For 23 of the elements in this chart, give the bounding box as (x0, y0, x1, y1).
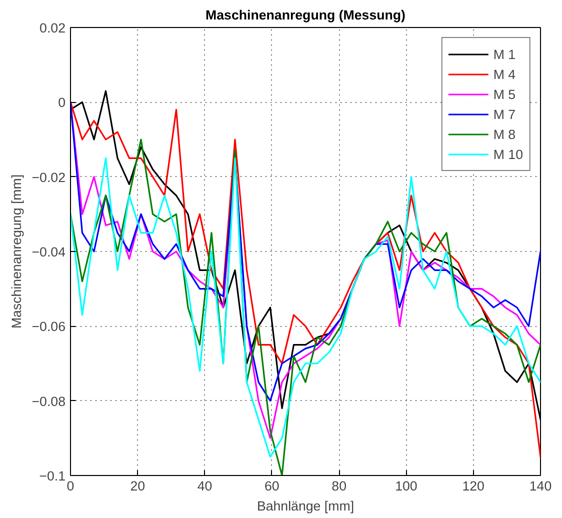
y-tick-label: 0 (58, 95, 66, 110)
legend-label: M 10 (493, 146, 523, 162)
y-tick-label: 0.02 (40, 20, 66, 36)
legend-label: M 4 (493, 66, 516, 82)
legend-label: M 7 (493, 106, 516, 122)
x-tick-label: 20 (130, 478, 146, 494)
y-tick-label: −0.02 (32, 170, 66, 185)
legend-label: M 5 (493, 86, 516, 102)
y-tick-label: −0.08 (32, 394, 66, 409)
y-tick-label: −0.04 (32, 244, 66, 260)
x-axis-title: Bahnlänge [mm] (256, 498, 354, 514)
y-tick-label: −0.1 (39, 468, 66, 484)
legend-label: M 8 (493, 126, 516, 142)
chart-title: Maschinenanregung (Messung) (206, 8, 406, 22)
x-tick-label: 40 (197, 478, 212, 494)
y-axis-title: Maschinenanregung [mm] (8, 174, 24, 329)
x-tick-label: 60 (264, 478, 280, 494)
x-tick-label: 140 (529, 478, 552, 494)
legend-label: M 1 (493, 46, 516, 62)
x-tick-label: 80 (332, 478, 346, 494)
y-tick-label: −0.06 (32, 319, 66, 334)
x-tick-label: 120 (462, 478, 484, 494)
x-tick-label: 100 (395, 478, 418, 494)
